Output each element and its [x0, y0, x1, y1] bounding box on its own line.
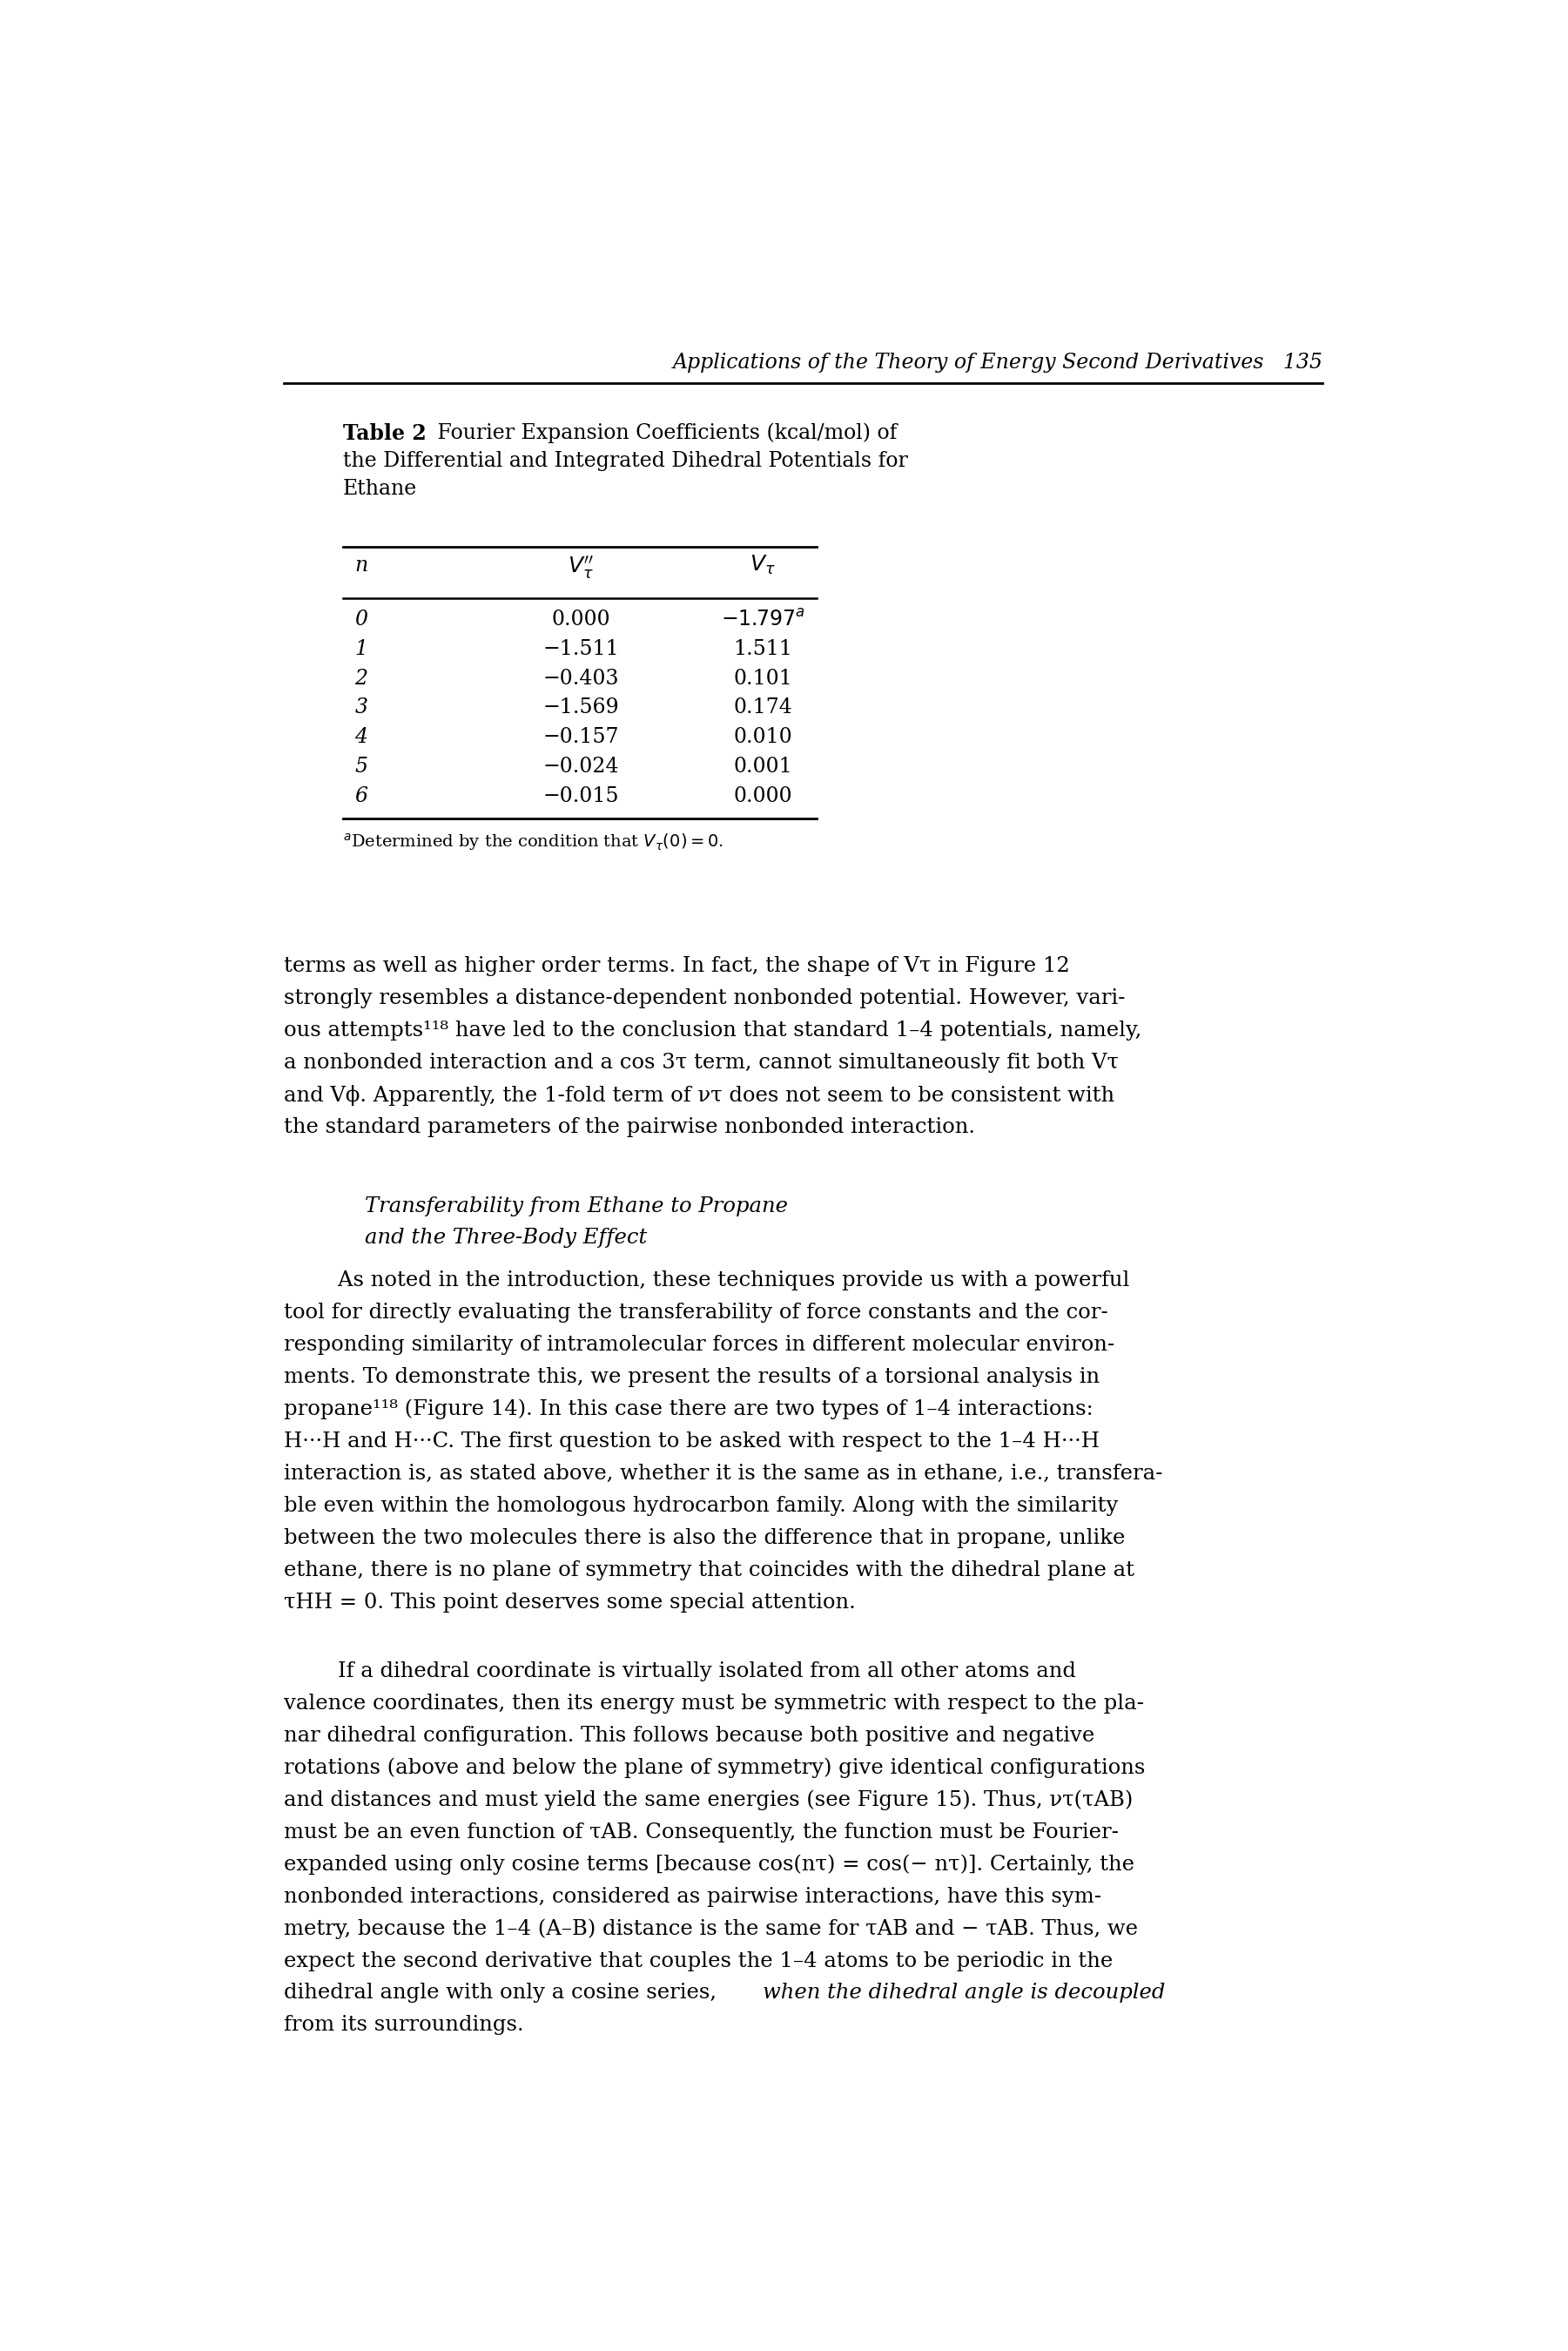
Text: ${}^a$Determined by the condition that $V_\tau(0) = 0.$: ${}^a$Determined by the condition that $…: [343, 832, 723, 853]
Text: the Differential and Integrated Dihedral Potentials for: the Differential and Integrated Dihedral…: [343, 451, 908, 470]
Text: interaction is, as stated above, whether it is the same as in ethane, i.e., tran: interaction is, as stated above, whether…: [284, 1462, 1162, 1483]
Text: −0.403: −0.403: [543, 668, 619, 689]
Text: 0.001: 0.001: [734, 757, 792, 776]
Text: 0.174: 0.174: [734, 698, 792, 717]
Text: −0.157: −0.157: [543, 726, 619, 748]
Text: $V_{\tau}^{\prime\prime}$: $V_{\tau}^{\prime\prime}$: [568, 555, 594, 581]
Text: from its surroundings.: from its surroundings.: [284, 2015, 524, 2036]
Text: nonbonded interactions, considered as pairwise interactions, have this sym-: nonbonded interactions, considered as pa…: [284, 1886, 1101, 1907]
Text: and Vϕ. Apparently, the 1-fold term of ντ does not seem to be consistent with: and Vϕ. Apparently, the 1-fold term of ν…: [284, 1084, 1115, 1105]
Text: a nonbonded interaction and a cos 3τ term, cannot simultaneously fit both Vτ: a nonbonded interaction and a cos 3τ ter…: [284, 1053, 1118, 1072]
Text: 1: 1: [354, 639, 367, 658]
Text: terms as well as higher order terms. In fact, the shape of Vτ in Figure 12: terms as well as higher order terms. In …: [284, 957, 1069, 976]
Text: dihedral angle with only a cosine series,: dihedral angle with only a cosine series…: [284, 1984, 717, 2003]
Text: strongly resembles a distance-dependent nonbonded potential. However, vari-: strongly resembles a distance-dependent …: [284, 987, 1126, 1009]
Text: H···H and H···C. The first question to be asked with respect to the 1–4 H···H: H···H and H···C. The first question to b…: [284, 1432, 1099, 1451]
Text: expanded using only cosine terms [because cos(nτ) = cos(− nτ)]. Certainly, the: expanded using only cosine terms [becaus…: [284, 1855, 1134, 1874]
Text: expect the second derivative that couples the 1–4 atoms to be periodic in the: expect the second derivative that couple…: [284, 1951, 1113, 1970]
Text: when the dihedral angle is decoupled: when the dihedral angle is decoupled: [762, 1984, 1165, 2003]
Text: $-1.797^a$: $-1.797^a$: [721, 609, 804, 630]
Text: ments. To demonstrate this, we present the results of a torsional analysis in: ments. To demonstrate this, we present t…: [284, 1366, 1099, 1387]
Text: ous attempts¹¹⁸ have led to the conclusion that standard 1–4 potentials, namely,: ous attempts¹¹⁸ have led to the conclusi…: [284, 1020, 1142, 1041]
Text: rotations (above and below the plane of symmetry) give identical configurations: rotations (above and below the plane of …: [284, 1759, 1145, 1777]
Text: tool for directly evaluating the transferability of force constants and the cor-: tool for directly evaluating the transfe…: [284, 1302, 1109, 1324]
Text: 0.000: 0.000: [734, 785, 792, 806]
Text: and the Three-Body Effect: and the Three-Body Effect: [365, 1227, 648, 1248]
Text: $V_{\tau}$: $V_{\tau}$: [750, 555, 776, 576]
Text: the standard parameters of the pairwise nonbonded interaction.: the standard parameters of the pairwise …: [284, 1117, 975, 1138]
Text: responding similarity of intramolecular forces in different molecular environ-: responding similarity of intramolecular …: [284, 1335, 1115, 1354]
Text: ble even within the homologous hydrocarbon family. Along with the similarity: ble even within the homologous hydrocarb…: [284, 1495, 1118, 1516]
Text: If a dihedral coordinate is virtually isolated from all other atoms and: If a dihedral coordinate is virtually is…: [284, 1662, 1076, 1681]
Text: 0.000: 0.000: [552, 609, 610, 630]
Text: and distances and must yield the same energies (see Figure 15). Thus, ντ(τAB): and distances and must yield the same en…: [284, 1789, 1132, 1810]
Text: 4: 4: [354, 726, 367, 748]
Text: 0.101: 0.101: [734, 668, 792, 689]
Text: Table 2: Table 2: [343, 423, 426, 444]
Text: Applications of the Theory of Energy Second Derivatives   135: Applications of the Theory of Energy Sec…: [673, 353, 1323, 371]
Text: 3: 3: [354, 698, 367, 717]
Text: n: n: [354, 555, 368, 576]
Text: propane¹¹⁸ (Figure 14). In this case there are two types of 1–4 interactions:: propane¹¹⁸ (Figure 14). In this case the…: [284, 1399, 1093, 1420]
Text: Fourier Expansion Coefficients (kcal/mol) of: Fourier Expansion Coefficients (kcal/mol…: [431, 423, 897, 444]
Text: −0.015: −0.015: [543, 785, 619, 806]
Text: metry, because the 1–4 (A–B) distance is the same for τAB and − τAB. Thus, we: metry, because the 1–4 (A–B) distance is…: [284, 1918, 1138, 1940]
Text: 6: 6: [354, 785, 367, 806]
Text: τHH = 0. This point deserves some special attention.: τHH = 0. This point deserves some specia…: [284, 1592, 856, 1613]
Text: 2: 2: [354, 668, 367, 689]
Text: Ethane: Ethane: [343, 480, 417, 498]
Text: ethane, there is no plane of symmetry that coincides with the dihedral plane at: ethane, there is no plane of symmetry th…: [284, 1561, 1134, 1580]
Text: As noted in the introduction, these techniques provide us with a powerful: As noted in the introduction, these tech…: [284, 1270, 1129, 1291]
Text: 5: 5: [354, 757, 367, 776]
Text: Transferability from Ethane to Propane: Transferability from Ethane to Propane: [365, 1197, 787, 1215]
Text: 0: 0: [354, 609, 367, 630]
Text: −1.569: −1.569: [543, 698, 619, 717]
Text: between the two molecules there is also the difference that in propane, unlike: between the two molecules there is also …: [284, 1528, 1126, 1547]
Text: must be an even function of τAB. Consequently, the function must be Fourier-: must be an even function of τAB. Consequ…: [284, 1822, 1118, 1843]
Text: −1.511: −1.511: [543, 639, 619, 658]
Text: 1.511: 1.511: [734, 639, 792, 658]
Text: 0.010: 0.010: [734, 726, 792, 748]
Text: −0.024: −0.024: [543, 757, 619, 776]
Text: valence coordinates, then its energy must be symmetric with respect to the pla-: valence coordinates, then its energy mus…: [284, 1693, 1145, 1714]
Text: nar dihedral configuration. This follows because both positive and negative: nar dihedral configuration. This follows…: [284, 1726, 1094, 1747]
